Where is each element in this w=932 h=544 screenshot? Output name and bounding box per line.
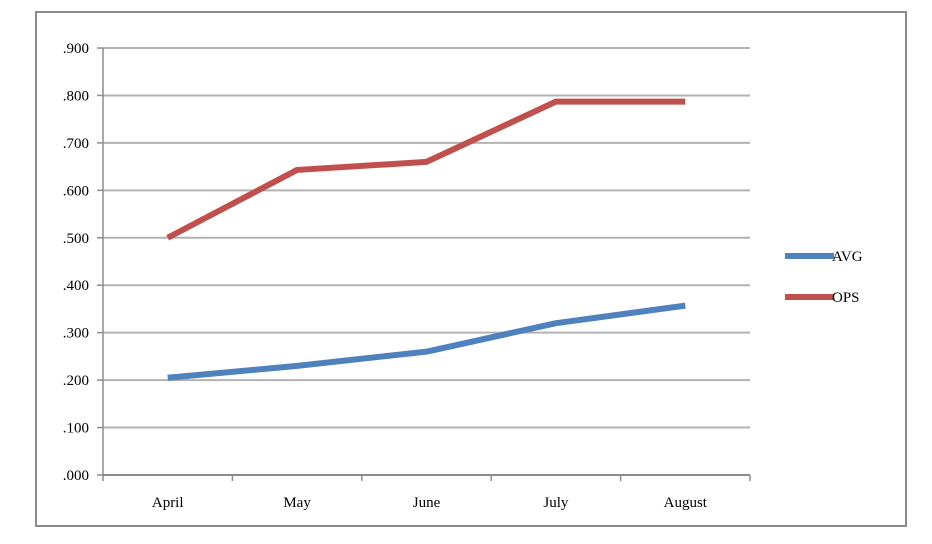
y-tick-labels: .000 .100 .200 .300 .400 .500 .600 .700 .800 .900 bbox=[63, 41, 89, 484]
legend-label-avg: AVG bbox=[832, 249, 863, 265]
legend: AVG OPS bbox=[785, 249, 863, 306]
y-tick-label: .900 bbox=[63, 41, 89, 57]
y-tick-label: .500 bbox=[63, 231, 89, 247]
y-tick-label: .300 bbox=[63, 326, 89, 342]
x-tick-label: July bbox=[543, 495, 569, 511]
x-tick-labels: April May June July August bbox=[152, 495, 708, 511]
y-tick-label: .600 bbox=[63, 183, 89, 199]
gridlines bbox=[103, 47, 750, 429]
y-tick-label: .200 bbox=[63, 373, 89, 389]
x-tick-label: August bbox=[664, 495, 708, 511]
series-line-avg bbox=[167, 302, 686, 381]
series-lines bbox=[166, 98, 686, 381]
axes bbox=[97, 47, 751, 481]
y-tick-label: .000 bbox=[63, 468, 89, 484]
y-tick-label: .100 bbox=[63, 421, 89, 437]
y-tick-label: .400 bbox=[63, 278, 89, 294]
x-tick-label: April bbox=[152, 495, 184, 511]
y-tick-label: .700 bbox=[63, 136, 89, 152]
series-line-ops bbox=[166, 98, 686, 241]
x-tick-label: May bbox=[283, 495, 311, 511]
x-tick-label: June bbox=[413, 495, 441, 511]
y-tick-label: .800 bbox=[63, 88, 89, 104]
chart-frame bbox=[35, 11, 907, 527]
legend-label-ops: OPS bbox=[832, 290, 860, 306]
